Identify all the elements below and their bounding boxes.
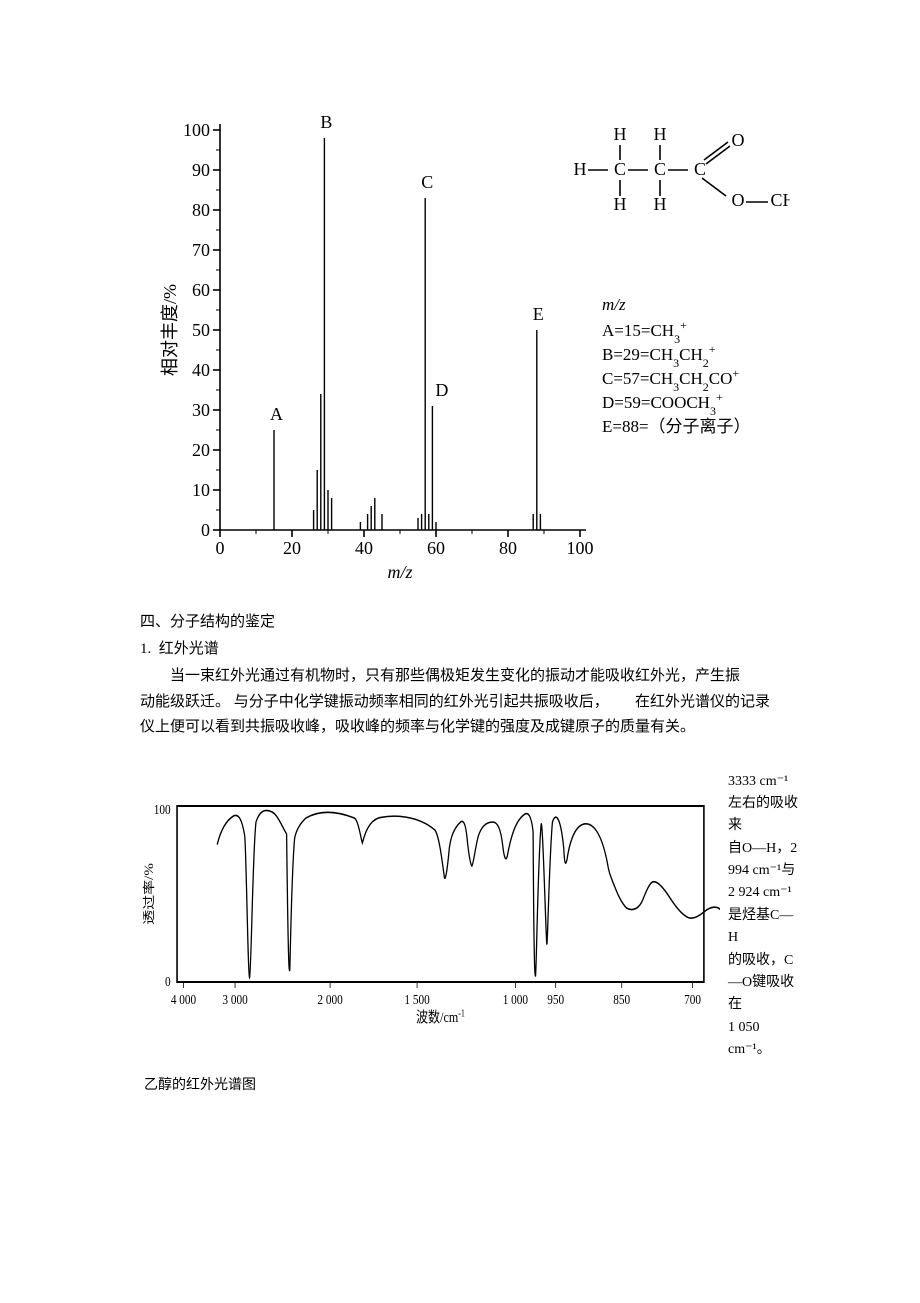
- svg-text:30: 30: [192, 400, 210, 420]
- ir-note-line: 1 050 cm⁻¹。: [728, 1017, 800, 1062]
- svg-text:950: 950: [547, 992, 564, 1007]
- svg-text:O: O: [732, 190, 745, 210]
- svg-text:D=59=COOCH3+: D=59=COOCH3+: [602, 390, 723, 418]
- svg-text:40: 40: [192, 360, 210, 380]
- svg-text:H: H: [654, 194, 667, 214]
- svg-text:80: 80: [499, 538, 517, 558]
- ir-paragraph-line1: 当一束红外光通过有机物时，只有那些偶极矩发生变化的振动才能吸收红外光，产生振: [140, 664, 800, 690]
- svg-text:100: 100: [183, 120, 210, 140]
- svg-text:0: 0: [201, 520, 210, 540]
- svg-text:4 000: 4 000: [171, 992, 196, 1007]
- svg-text:m/z: m/z: [602, 295, 626, 314]
- ir-para-span-c: 在红外光谱仪的记录: [635, 694, 770, 710]
- svg-text:1 500: 1 500: [404, 992, 429, 1007]
- svg-text:A: A: [270, 404, 283, 424]
- svg-text:透过率/%: 透过率/%: [141, 863, 155, 925]
- svg-text:m/z: m/z: [387, 562, 412, 582]
- svg-text:1 000: 1 000: [503, 992, 528, 1007]
- ir-note-line: 3333 cm⁻¹左右的吸收来: [728, 771, 800, 838]
- svg-text:B=29=CH3CH2+: B=29=CH3CH2+: [602, 342, 716, 370]
- ir-paragraph-line2: 动能级跃迁。 与分子中化学键振动频率相同的红外光引起共振吸收后， 在红外光谱仪的…: [140, 690, 800, 716]
- svg-text:100: 100: [154, 802, 171, 817]
- subsection-num: 1.: [140, 641, 151, 657]
- svg-text:60: 60: [192, 280, 210, 300]
- svg-text:60: 60: [427, 538, 445, 558]
- svg-text:0: 0: [165, 974, 171, 989]
- ir-spectrum-figure: 4 000 3 000 2 000 1 500 1 000 950 850 700 100 0 透过…: [140, 796, 720, 1036]
- svg-text:波数/cm-1: 波数/cm-1: [416, 1008, 465, 1026]
- svg-text:相对丰度/%: 相对丰度/%: [160, 284, 180, 376]
- section-4-heading: 四、分子结构的鉴定: [140, 610, 800, 631]
- svg-text:B: B: [320, 112, 332, 132]
- svg-text:H: H: [614, 124, 627, 144]
- svg-text:C: C: [421, 172, 433, 192]
- subsection-1-heading: 1. 红外光谱: [140, 637, 800, 658]
- svg-text:O: O: [732, 130, 745, 150]
- ir-para-span-b: 动能级跃迁。 与分子中化学键振动频率相同的红外光引起共振吸收后，: [140, 694, 609, 710]
- svg-text:20: 20: [192, 440, 210, 460]
- svg-text:C: C: [654, 159, 666, 179]
- svg-text:A=15=CH3+: A=15=CH3+: [602, 318, 687, 346]
- svg-text:40: 40: [355, 538, 373, 558]
- ir-paragraph-line3: 仪上便可以看到共振吸收峰，吸收峰的频率与化学键的强度及成键原子的质量有关。: [140, 715, 800, 741]
- svg-text:80: 80: [192, 200, 210, 220]
- svg-text:H: H: [574, 159, 587, 179]
- svg-text:H: H: [654, 124, 667, 144]
- svg-text:CH3: CH3: [770, 190, 790, 216]
- svg-text:H: H: [614, 194, 627, 214]
- mass-spectrum-figure: 0 10 20 30 40 50 60 70 80 90 100 0 20 40 60 80 100 相对丰度/%…: [150, 100, 790, 580]
- svg-text:2 000: 2 000: [317, 992, 342, 1007]
- subsection-title: 红外光谱: [159, 641, 219, 657]
- ir-note-line: 的吸收，C—O键吸收在: [728, 950, 800, 1017]
- svg-text:0: 0: [216, 538, 225, 558]
- ir-caption: 乙醇的红外光谱图: [144, 1074, 800, 1094]
- svg-text:90: 90: [192, 160, 210, 180]
- svg-text:E=88=（分子离子）: E=88=（分子离子）: [602, 417, 751, 436]
- svg-text:700: 700: [684, 992, 701, 1007]
- ir-note-line: 自O—H，2 994 cm⁻¹与: [728, 838, 800, 883]
- svg-text:D: D: [435, 380, 448, 400]
- svg-text:10: 10: [192, 480, 210, 500]
- svg-text:E: E: [533, 304, 544, 324]
- ir-annotation-note: 3333 cm⁻¹左右的吸收来自O—H，2 994 cm⁻¹与2 924 cm⁻…: [728, 771, 800, 1062]
- svg-text:C: C: [614, 159, 626, 179]
- svg-text:C: C: [694, 159, 706, 179]
- svg-text:100: 100: [567, 538, 594, 558]
- svg-text:850: 850: [613, 992, 630, 1007]
- svg-text:20: 20: [283, 538, 301, 558]
- svg-text:70: 70: [192, 240, 210, 260]
- svg-text:50: 50: [192, 320, 210, 340]
- ir-note-line: 2 924 cm⁻¹ 是烃基C—H: [728, 882, 800, 949]
- svg-text:3 000: 3 000: [222, 992, 247, 1007]
